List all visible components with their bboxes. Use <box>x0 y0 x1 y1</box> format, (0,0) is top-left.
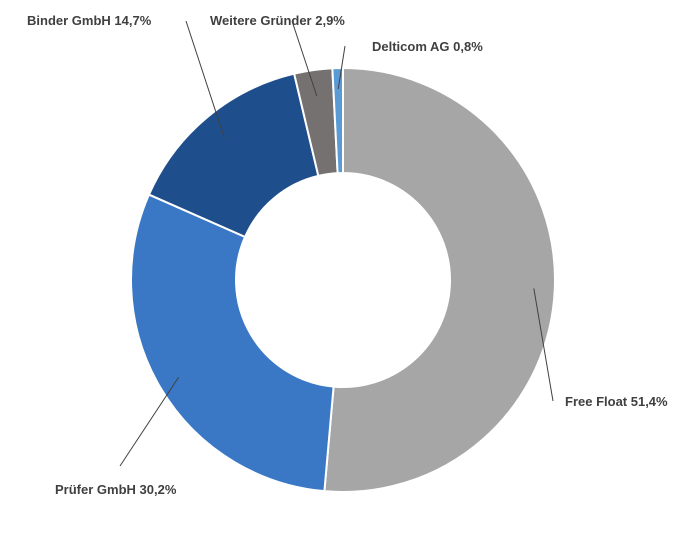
leader-line <box>533 288 554 402</box>
donut-slices <box>130 66 556 493</box>
leader-lines <box>119 20 554 467</box>
data-label: Binder GmbH 14,7% <box>27 13 152 28</box>
donut-slice-binder-gmbh <box>147 72 320 239</box>
data-label: Delticom AG 0,8% <box>372 39 483 54</box>
leader-line <box>337 45 346 90</box>
data-label: Free Float 51,4% <box>565 394 668 409</box>
data-labels: Free Float 51,4% Prüfer GmbH 30,2% Binder … <box>27 13 668 497</box>
donut-slice-delticom-ag <box>331 66 344 175</box>
donut-slice-free-float <box>323 66 556 493</box>
leader-line <box>291 20 318 97</box>
data-label: Weitere Gründer 2,9% <box>210 13 345 28</box>
donut-slice-prüfer-gmbh <box>130 193 335 493</box>
leader-line <box>119 376 180 467</box>
leader-line <box>185 20 225 138</box>
data-label: Prüfer GmbH 30,2% <box>55 482 177 497</box>
